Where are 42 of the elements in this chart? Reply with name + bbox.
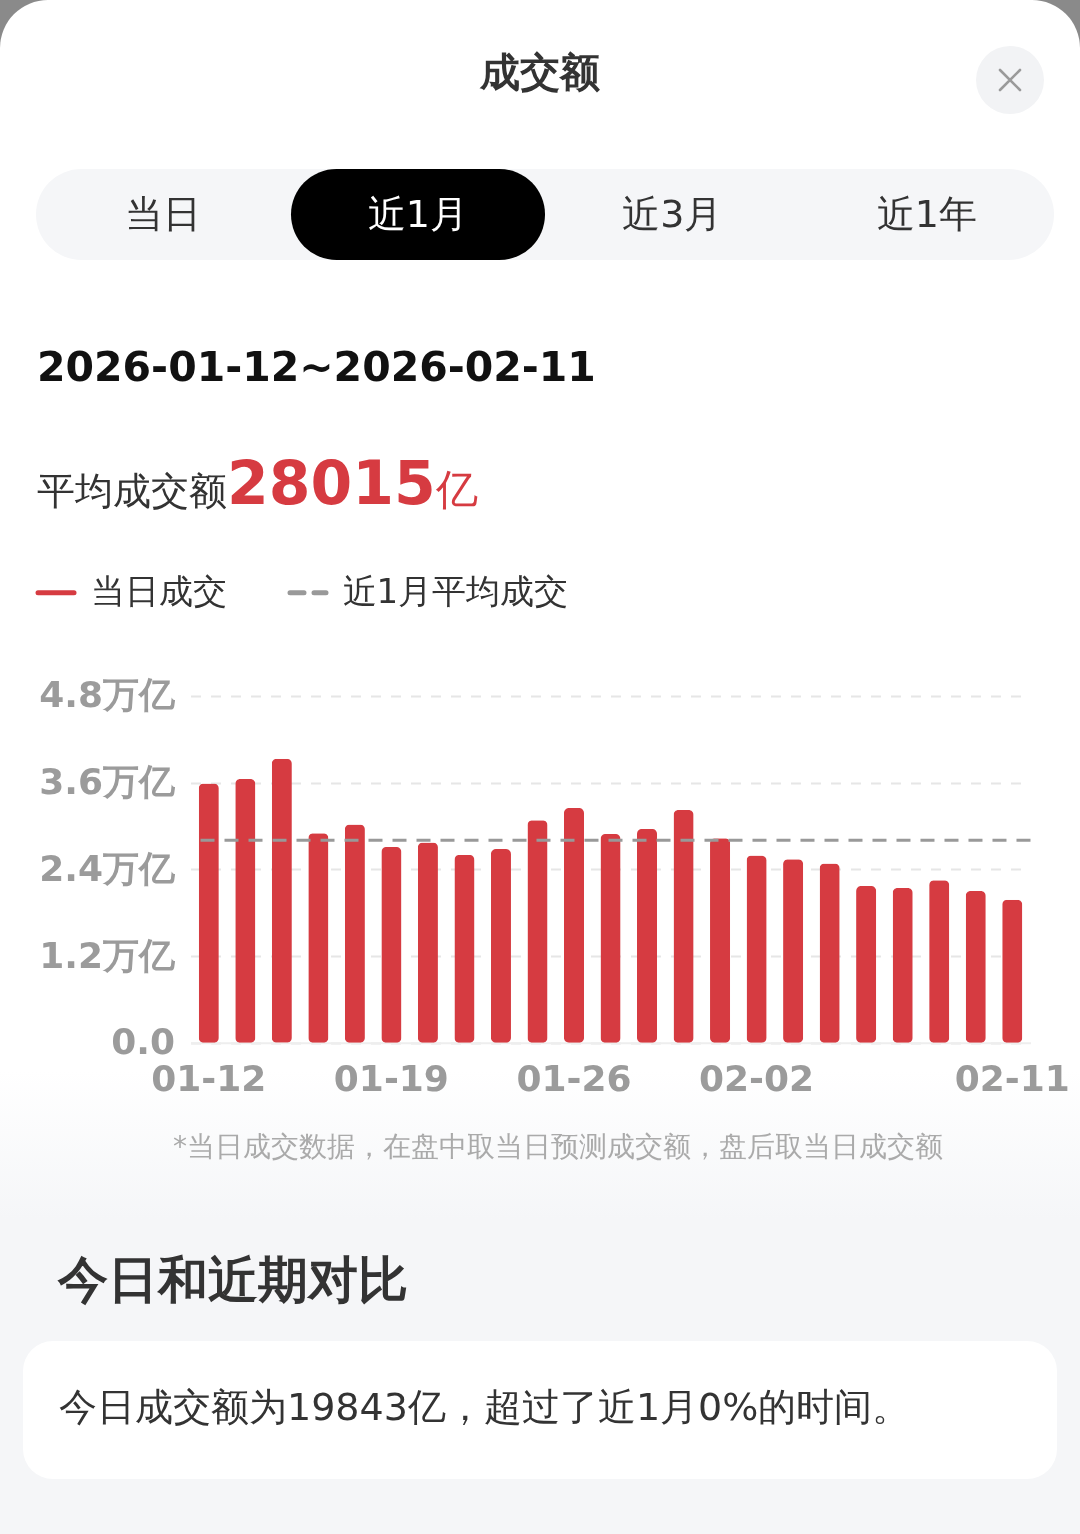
bar — [490, 849, 511, 1043]
x-tick-label: 01-26 — [516, 1058, 632, 1100]
x-tick-label: 02-11 — [954, 1058, 1070, 1100]
bar — [563, 807, 585, 1043]
bar — [527, 820, 548, 1043]
bar — [673, 810, 694, 1043]
x-tick-label: 01-19 — [333, 1058, 449, 1100]
bar — [929, 880, 950, 1043]
bar — [271, 758, 292, 1043]
bar — [636, 828, 658, 1043]
text: 今日和近期对比 — [58, 1250, 408, 1310]
text: 亿 — [435, 464, 478, 516]
bar — [892, 888, 913, 1043]
x-tick-label: 02-02 — [699, 1058, 815, 1100]
bar — [1002, 899, 1023, 1043]
bar — [381, 846, 402, 1043]
text: 平均成交额 — [37, 468, 227, 515]
y-tick-label: 4.8万亿 — [39, 674, 176, 716]
text: 28015 — [227, 448, 436, 518]
bar — [198, 783, 219, 1043]
bar — [308, 833, 329, 1043]
bar — [783, 859, 804, 1043]
chart-subtitle: 2026-01-12~2026-02-11 — [37, 342, 596, 392]
y-tick-label: 2.4万亿 — [39, 847, 176, 889]
bar — [454, 854, 475, 1043]
bar — [710, 838, 731, 1043]
text-card: 今日成交额为19843亿，超过了近1月0%的时间。 — [23, 1341, 1057, 1479]
legend-label: 近1月平均成交 — [342, 570, 569, 611]
y-tick-label: 1.2万亿 — [39, 934, 176, 976]
bar — [600, 833, 621, 1043]
y-tick-label: 3.6万亿 — [39, 761, 176, 803]
bar — [746, 855, 767, 1043]
legend-label: 当日成交 — [90, 570, 227, 611]
text: *当日成交数据，在盘中取当日预测成交额，盘后取当日成交额 — [172, 1129, 944, 1165]
bar — [965, 891, 986, 1043]
bar — [819, 863, 840, 1043]
bar — [235, 779, 256, 1043]
tab-bar: 当日 近1月 近3月 近1年 — [36, 169, 1054, 260]
bar — [344, 824, 365, 1043]
chart-title: 成交额 — [479, 48, 601, 97]
bar — [856, 885, 877, 1043]
bar — [417, 842, 438, 1043]
